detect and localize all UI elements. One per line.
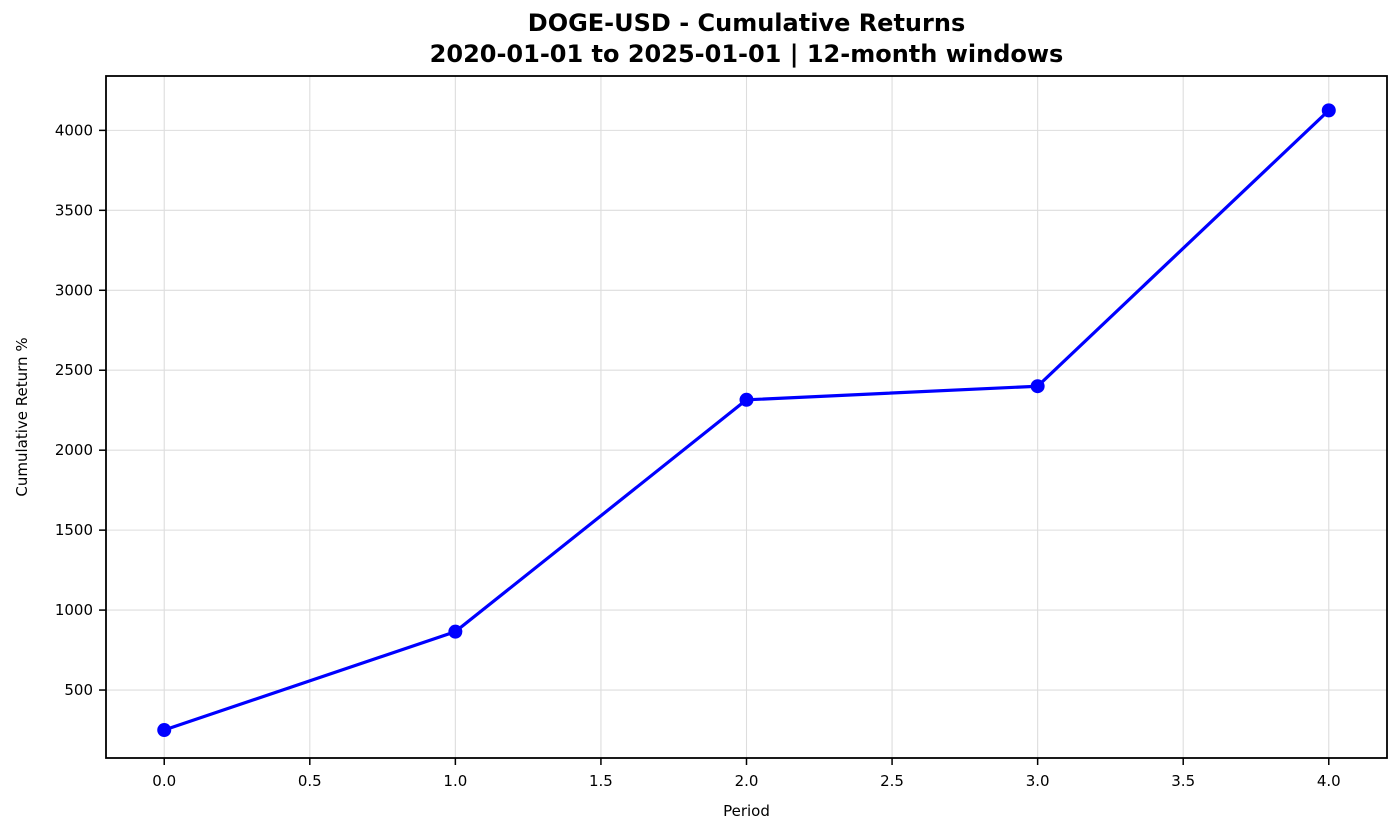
data-point-marker bbox=[1030, 379, 1045, 394]
x-tick-label: 1.5 bbox=[589, 772, 613, 790]
x-tick-label: 3.5 bbox=[1171, 772, 1195, 790]
y-tick-label: 2500 bbox=[55, 361, 93, 379]
x-tick-label: 2.0 bbox=[735, 772, 759, 790]
data-point-marker bbox=[448, 624, 463, 639]
y-tick-label: 3000 bbox=[55, 281, 93, 299]
x-tick-label: 0.0 bbox=[152, 772, 176, 790]
data-point-marker bbox=[157, 723, 172, 738]
data-point-marker bbox=[1321, 103, 1336, 118]
axes-spines bbox=[105, 75, 1388, 759]
data-point-marker bbox=[739, 392, 754, 407]
chart-subtitle: 2020-01-01 to 2025-01-01 | 12-month wind… bbox=[429, 40, 1064, 68]
y-tick-label: 1500 bbox=[55, 521, 93, 539]
x-tick-label: 0.5 bbox=[298, 772, 322, 790]
y-tick-label: 1000 bbox=[55, 601, 93, 619]
x-tick-label: 4.0 bbox=[1317, 772, 1341, 790]
y-tick-label: 4000 bbox=[55, 121, 93, 139]
x-tick-label: 3.0 bbox=[1026, 772, 1050, 790]
chart-title-block: DOGE-USD - Cumulative Returns 2020-01-01… bbox=[106, 8, 1387, 70]
y-tick-label: 500 bbox=[64, 681, 93, 699]
x-axis-label: Period bbox=[723, 802, 770, 820]
y-axis-label: Cumulative Return % bbox=[13, 337, 31, 497]
y-tick-label: 3500 bbox=[55, 201, 93, 219]
chart-title: DOGE-USD - Cumulative Returns bbox=[527, 9, 966, 37]
x-tick-label: 1.0 bbox=[443, 772, 467, 790]
x-tick-label: 2.5 bbox=[880, 772, 904, 790]
y-tick-label: 2000 bbox=[55, 441, 93, 459]
